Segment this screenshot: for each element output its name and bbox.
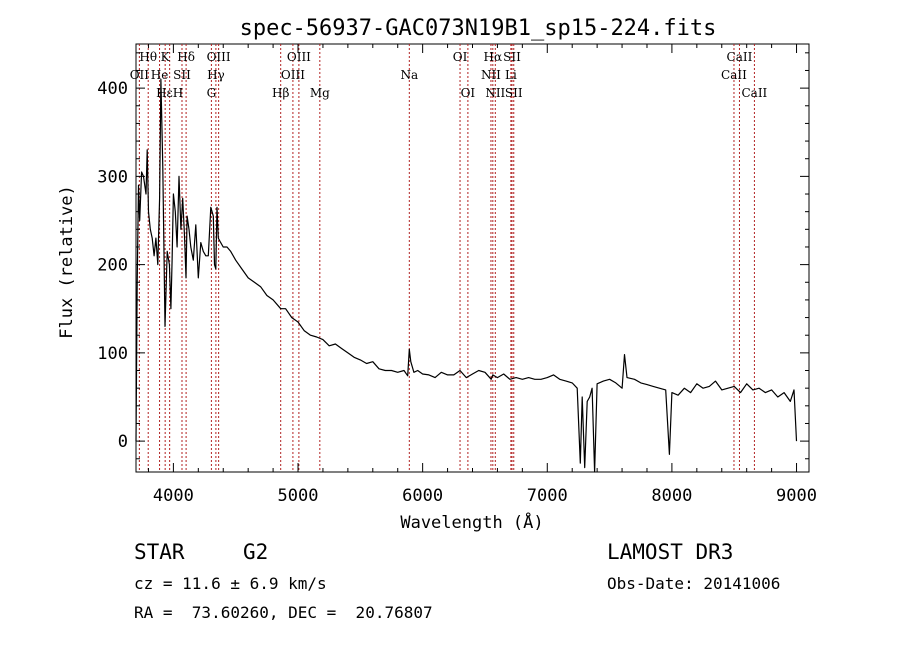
- line-label-4: K: [161, 50, 171, 64]
- x-axis-label: Wavelength (Å): [400, 511, 543, 533]
- line-label-24: CaII: [727, 50, 753, 64]
- y-tick-label: 200: [97, 256, 128, 276]
- line-label-10: Hβ: [272, 86, 289, 100]
- survey-name: LAMOST DR3: [607, 540, 734, 564]
- redshift-velocity: cz = 11.6 ± 6.9 km/s: [134, 574, 327, 593]
- object-class: STAR: [134, 540, 185, 564]
- line-label-19: NII: [485, 86, 505, 100]
- line-label-14: Na: [400, 68, 418, 82]
- line-label-9: G: [207, 86, 217, 100]
- line-label-2: HεH: [156, 86, 183, 100]
- line-label-22: SII: [505, 86, 523, 100]
- y-tick-label: 300: [97, 167, 128, 187]
- line-label-21: SII: [503, 50, 521, 64]
- x-tick-label: 5000: [278, 486, 319, 506]
- line-label-17: NII: [481, 68, 501, 82]
- line-label-0: Hθ: [139, 50, 157, 64]
- line-label-11: OIII: [281, 68, 305, 82]
- line-label-25: CaII: [741, 86, 767, 100]
- x-tick-label: 6000: [402, 486, 443, 506]
- line-label-12: OIII: [287, 50, 311, 64]
- line-label-23: CaII: [721, 68, 747, 82]
- x-tick-label: 8000: [651, 486, 692, 506]
- line-label-6: Hδ: [177, 50, 195, 64]
- line-label-16: OI: [461, 86, 476, 100]
- line-label-13: Mg: [310, 86, 330, 100]
- line-label-15: OI: [453, 50, 468, 64]
- observation-date: Obs-Date: 20141006: [607, 574, 781, 593]
- coordinates-radec: RA = 73.60260, DEC = 20.76807: [134, 603, 433, 622]
- line-label-8: OIII: [207, 50, 231, 64]
- line-label-5: SII: [173, 68, 191, 82]
- line-label-1: OII: [130, 68, 150, 82]
- x-tick-label: 7000: [527, 486, 568, 506]
- y-tick-label: 400: [97, 79, 128, 99]
- line-markers: [138, 44, 755, 472]
- object-subclass: G2: [243, 540, 269, 564]
- y-tick-label: 0: [118, 432, 128, 452]
- x-ticks: 4000 5000 6000 7000 8000 9000: [147, 44, 817, 506]
- y-ticks: 0 100 200 300 400: [97, 52, 809, 460]
- line-label-3: He: [151, 68, 169, 82]
- line-label-20: Li: [505, 68, 517, 82]
- spectrum-line: [135, 78, 798, 473]
- line-label-18: Hα: [484, 50, 503, 64]
- chart-title: spec-56937-GAC073N19B1_sp15-224.fits: [240, 16, 717, 41]
- plot-frame: [135, 43, 810, 473]
- x-tick-label: 9000: [776, 486, 817, 506]
- x-tick-label: 4000: [153, 486, 194, 506]
- y-tick-label: 100: [97, 344, 128, 364]
- line-label-7: Hγ: [207, 68, 225, 82]
- y-axis-label: Flux (relative): [57, 185, 77, 339]
